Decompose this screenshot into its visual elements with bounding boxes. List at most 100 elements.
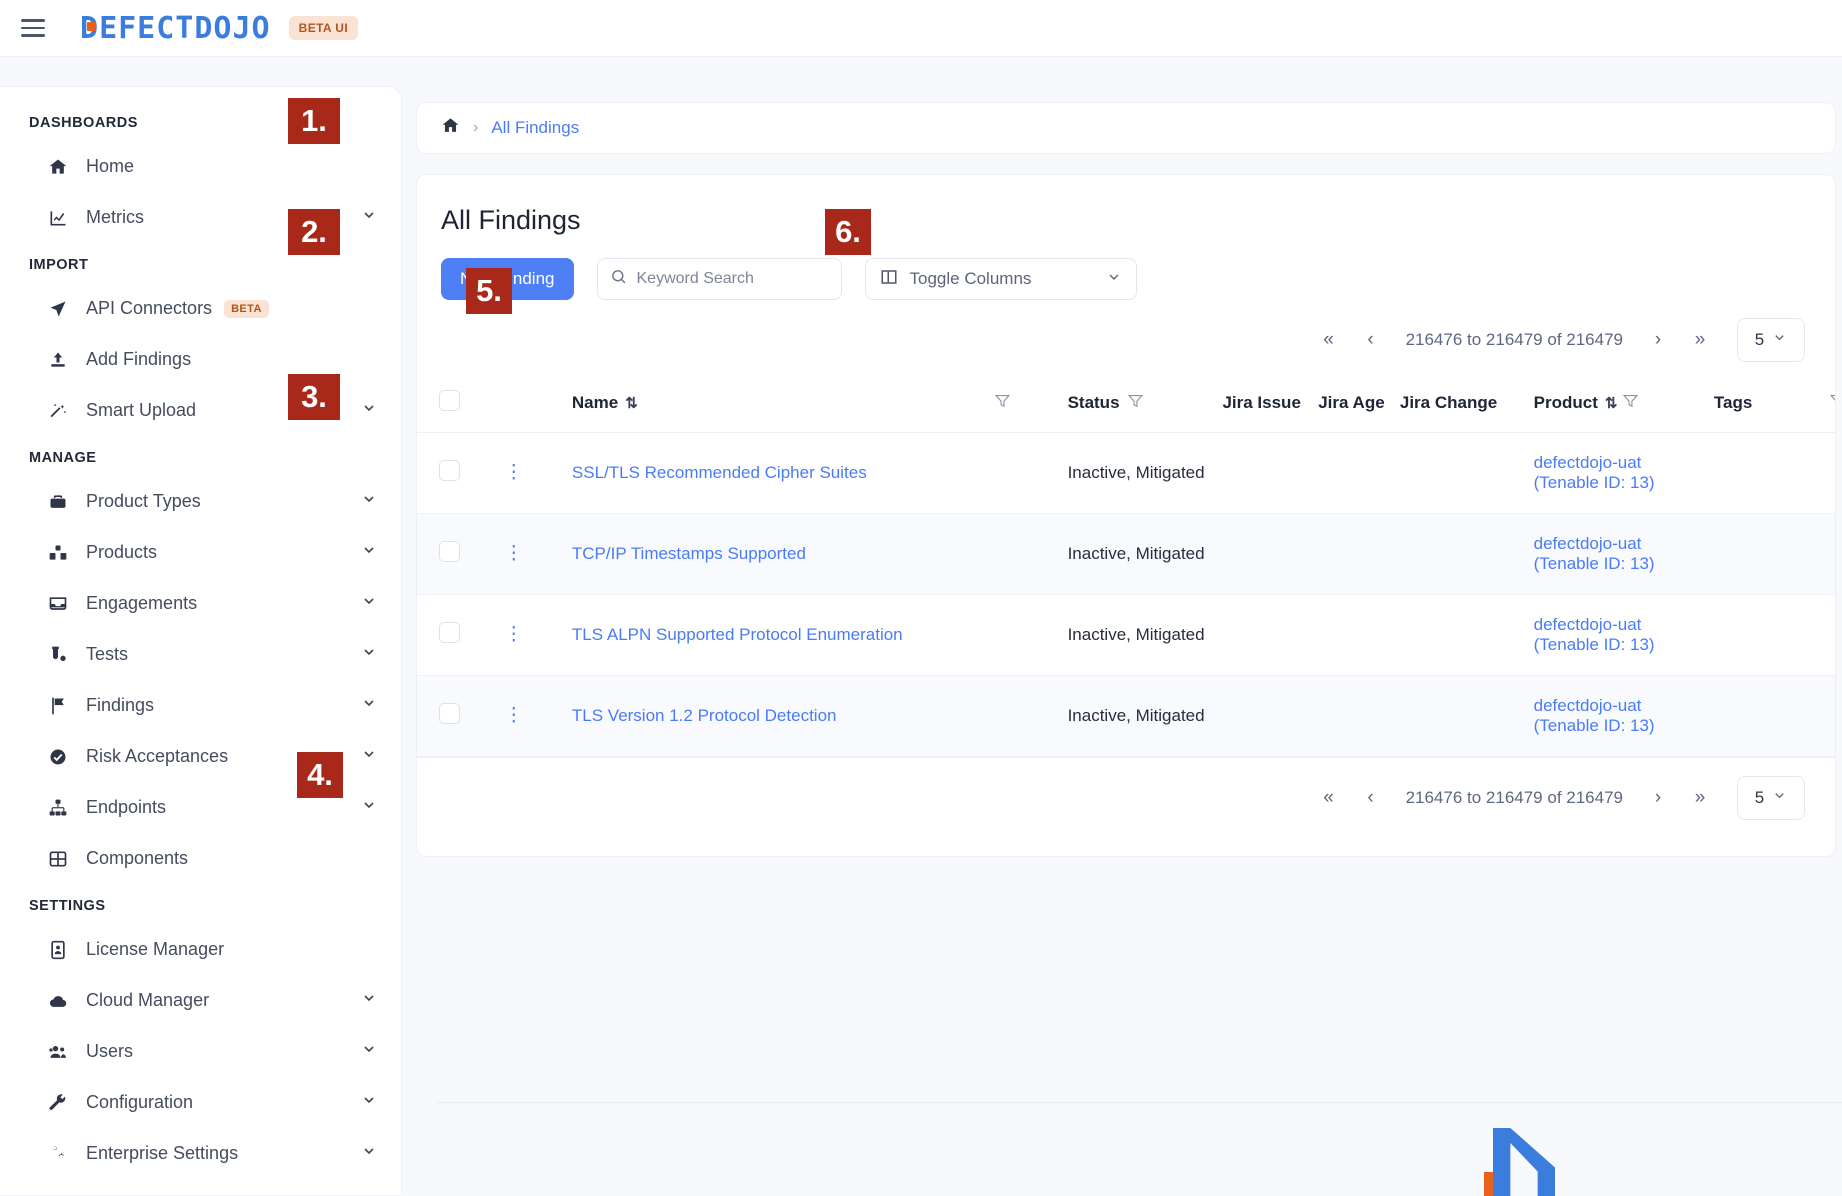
findings-table: Name ⇅ Status xyxy=(417,374,1835,757)
sidebar-item-users[interactable]: Users xyxy=(0,1026,401,1077)
first-page-button[interactable]: « xyxy=(1323,787,1334,808)
next-page-button[interactable]: › xyxy=(1654,329,1662,350)
finding-name-link[interactable]: TCP/IP Timestamps Supported xyxy=(571,544,806,563)
table-row[interactable]: ⋮ TCP/IP Timestamps Supported Inactive, Mi… xyxy=(417,513,1835,595)
filter-icon[interactable] xyxy=(1127,392,1144,414)
cell-tags-filter xyxy=(1829,675,1835,757)
prev-page-button[interactable]: ‹ xyxy=(1367,787,1374,808)
chevron-down-icon xyxy=(1772,788,1787,808)
row-actions-cell: ⋮ xyxy=(504,513,572,595)
finding-name-link[interactable]: TLS Version 1.2 Protocol Detection xyxy=(571,706,837,725)
select-all-checkbox[interactable] xyxy=(439,390,460,411)
last-page-button[interactable]: » xyxy=(1694,329,1706,350)
col-status[interactable]: Status xyxy=(1067,374,1223,433)
sidebar-item-license-manager[interactable]: License Manager xyxy=(0,924,401,975)
table-row[interactable]: ⋮ TLS ALPN Supported Protocol Enumeration… xyxy=(417,594,1835,676)
toolbar: New Finding Toggle Columns xyxy=(417,236,1835,300)
row-checkbox[interactable] xyxy=(439,460,460,481)
chevron-down-icon[interactable] xyxy=(361,400,377,421)
chevron-down-icon[interactable] xyxy=(361,1143,377,1164)
sidebar-item-api-connectors[interactable]: API Connectors BETA xyxy=(0,283,401,334)
col-tags-filter[interactable] xyxy=(1829,374,1835,433)
row-checkbox[interactable] xyxy=(439,703,460,724)
pagination-range-text: 216476 to 216479 of 216479 xyxy=(1405,330,1623,349)
breadcrumb-current[interactable]: All Findings xyxy=(491,118,580,137)
finding-name-link[interactable]: TLS ALPN Supported Protocol Enumeration xyxy=(571,625,903,644)
hamburger-icon[interactable] xyxy=(14,9,52,47)
search-input[interactable] xyxy=(636,270,817,288)
row-actions-menu-icon[interactable]: ⋮ xyxy=(504,462,524,483)
sidebar-item-label: Products xyxy=(86,542,158,562)
chevron-down-icon[interactable] xyxy=(361,695,377,716)
chevron-down-icon[interactable] xyxy=(361,207,377,228)
last-page-button[interactable]: » xyxy=(1694,787,1706,808)
chevron-down-icon[interactable] xyxy=(361,1041,377,1062)
annotation-label: 2. xyxy=(301,214,327,249)
cell-jira-issue xyxy=(1222,594,1319,676)
row-actions-menu-icon[interactable]: ⋮ xyxy=(504,705,524,726)
sidebar-item-cloud-manager[interactable]: Cloud Manager xyxy=(0,975,401,1026)
sidebar-item-smart-upload[interactable]: Smart Upload xyxy=(0,385,401,436)
magic-wand-icon xyxy=(47,400,69,422)
page-size-value: 5 xyxy=(1754,330,1765,349)
sidebar-item-add-findings[interactable]: Add Findings xyxy=(0,334,401,385)
product-link[interactable]: defectdojo-uat (Tenable ID: 13) xyxy=(1533,615,1655,654)
sort-icon[interactable]: ⇅ xyxy=(1604,395,1618,412)
cloud-icon xyxy=(47,990,69,1012)
chevron-down-icon[interactable] xyxy=(361,746,377,767)
cell-status: Inactive, Mitigated xyxy=(1067,594,1223,676)
sidebar-item-product-types[interactable]: Product Types xyxy=(0,476,401,527)
chevron-down-icon[interactable] xyxy=(361,491,377,512)
col-name[interactable]: Name ⇅ xyxy=(571,374,995,433)
filter-icon[interactable] xyxy=(1622,392,1639,414)
row-actions-menu-icon[interactable]: ⋮ xyxy=(504,543,524,564)
product-link[interactable]: defectdojo-uat (Tenable ID: 13) xyxy=(1533,453,1655,492)
chevron-down-icon[interactable] xyxy=(361,644,377,665)
sidebar-item-tests[interactable]: Tests xyxy=(0,629,401,680)
toggle-columns-dropdown[interactable]: Toggle Columns xyxy=(864,258,1137,300)
row-checkbox[interactable] xyxy=(439,622,460,643)
prev-page-button[interactable]: ‹ xyxy=(1367,329,1374,350)
sidebar-item-products[interactable]: Products xyxy=(0,527,401,578)
product-link[interactable]: defectdojo-uat (Tenable ID: 13) xyxy=(1533,696,1655,735)
product-link[interactable]: defectdojo-uat (Tenable ID: 13) xyxy=(1533,534,1655,573)
cell-jira-age xyxy=(1318,675,1400,757)
filter-icon[interactable] xyxy=(994,394,1011,413)
chevron-down-icon[interactable] xyxy=(361,1092,377,1113)
table-row[interactable]: ⋮ TLS Version 1.2 Protocol Detection Inact… xyxy=(417,675,1835,757)
sidebar-item-endpoints[interactable]: Endpoints xyxy=(0,782,401,833)
sidebar-item-enterprise-settings[interactable]: Enterprise Settings xyxy=(0,1128,401,1179)
sidebar-item-label: API Connectors xyxy=(86,298,213,318)
chevron-down-icon[interactable] xyxy=(361,542,377,563)
sidebar-item-configuration[interactable]: Configuration xyxy=(0,1077,401,1128)
table-row[interactable]: ⋮ SSL/TLS Recommended Cipher Suites Inacti… xyxy=(417,432,1835,514)
row-actions-menu-icon[interactable]: ⋮ xyxy=(504,624,524,645)
sidebar-item-risk-acceptances[interactable]: Risk Acceptances xyxy=(0,731,401,782)
cell-jira-issue xyxy=(1222,675,1319,757)
first-page-button[interactable]: « xyxy=(1323,329,1334,350)
next-page-button[interactable]: › xyxy=(1654,787,1662,808)
finding-name-link[interactable]: SSL/TLS Recommended Cipher Suites xyxy=(571,463,867,482)
home-icon xyxy=(47,156,69,178)
sidebar-item-components[interactable]: Components xyxy=(0,833,401,884)
search-box[interactable] xyxy=(596,258,842,300)
col-name-filter[interactable] xyxy=(994,374,1068,433)
sort-icon[interactable]: ⇅ xyxy=(625,395,638,412)
page-title: All Findings xyxy=(441,205,581,235)
row-checkbox[interactable] xyxy=(439,541,460,562)
sidebar-item-metrics[interactable]: Metrics xyxy=(0,192,401,243)
sidebar-item-findings[interactable]: Findings xyxy=(0,680,401,731)
chevron-down-icon[interactable] xyxy=(361,593,377,614)
chevron-down-icon[interactable] xyxy=(361,797,377,818)
col-select xyxy=(417,374,505,433)
col-product[interactable]: Product ⇅ xyxy=(1533,374,1714,433)
sidebar-item-engagements[interactable]: Engagements xyxy=(0,578,401,629)
cell-name-filter xyxy=(994,675,1068,757)
page-size-select[interactable]: 5 xyxy=(1737,776,1805,820)
page-size-select[interactable]: 5 xyxy=(1737,318,1805,362)
sidebar-item-home[interactable]: Home xyxy=(0,141,401,192)
home-icon[interactable] xyxy=(441,116,460,140)
search-icon xyxy=(610,268,627,290)
filter-icon[interactable] xyxy=(1829,394,1835,413)
chevron-down-icon[interactable] xyxy=(361,990,377,1011)
